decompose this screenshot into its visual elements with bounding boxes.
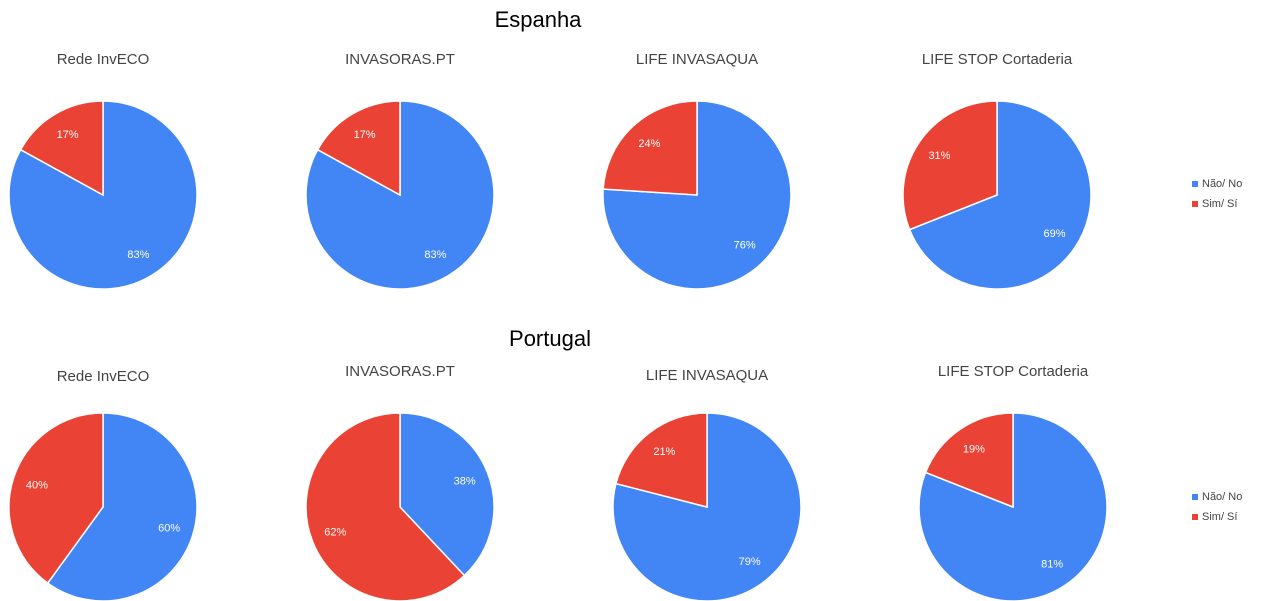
pie-slice bbox=[908, 100, 1092, 290]
pie-slice bbox=[612, 412, 802, 601]
legend-swatch bbox=[1192, 201, 1198, 207]
legend-label: Não/ No bbox=[1202, 491, 1242, 503]
data-label: 83% bbox=[424, 249, 446, 261]
legend-label: Não/ No bbox=[1202, 178, 1242, 190]
data-label: 24% bbox=[638, 138, 660, 150]
data-label: 31% bbox=[928, 150, 950, 162]
pie-title: LIFE STOP Cortaderia bbox=[922, 51, 1073, 68]
pie-slice bbox=[8, 412, 104, 585]
data-label: 79% bbox=[739, 556, 761, 568]
group-title: Espanha bbox=[495, 7, 583, 32]
legend-swatch bbox=[1192, 494, 1198, 500]
pie-slice bbox=[615, 412, 708, 508]
data-label: 62% bbox=[324, 527, 346, 539]
pie-title: LIFE STOP Cortaderia bbox=[938, 363, 1089, 380]
data-label: 17% bbox=[354, 129, 376, 141]
data-label: 83% bbox=[127, 249, 149, 261]
pie-title: LIFE INVASAQUA bbox=[646, 367, 768, 384]
legend-label: Sim/ Sí bbox=[1202, 198, 1237, 210]
pie-slice bbox=[924, 412, 1014, 509]
data-label: 81% bbox=[1041, 558, 1063, 570]
data-label: 21% bbox=[653, 446, 675, 458]
pie-title: INVASORAS.PT bbox=[345, 363, 455, 380]
pie-slice bbox=[46, 412, 198, 601]
pie-slice bbox=[399, 412, 495, 577]
data-label: 17% bbox=[57, 129, 79, 141]
pie-title: Rede InvECO bbox=[57, 51, 150, 68]
legend-swatch bbox=[1192, 514, 1198, 520]
data-label: 69% bbox=[1044, 228, 1066, 240]
legend-swatch bbox=[1192, 181, 1198, 187]
pie-slice bbox=[902, 100, 998, 231]
legend-label: Sim/ Sí bbox=[1202, 511, 1237, 523]
pie-slice bbox=[316, 100, 401, 197]
data-label: 38% bbox=[454, 475, 476, 487]
data-label: 40% bbox=[26, 479, 48, 491]
pie-title: LIFE INVASAQUA bbox=[636, 51, 758, 68]
pie-slice bbox=[305, 412, 466, 601]
group-title: Portugal bbox=[509, 326, 591, 351]
pie-slice bbox=[602, 100, 792, 290]
data-label: 76% bbox=[734, 240, 756, 252]
data-label: 60% bbox=[158, 522, 180, 534]
pie-slice bbox=[602, 100, 698, 196]
pie-title: Rede InvECO bbox=[57, 368, 150, 385]
pie-title: INVASORAS.PT bbox=[345, 51, 455, 68]
pie-slice bbox=[19, 100, 104, 197]
data-label: 19% bbox=[963, 443, 985, 455]
